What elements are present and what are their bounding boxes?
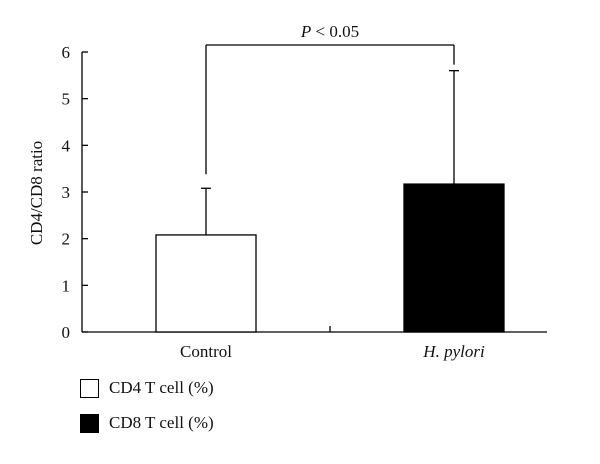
bar-chart: 0 1 2 3 4 5 6 Control H. pylori P < 0.05 CD4/CD… <box>27 22 547 361</box>
legend-item-cd4: CD4 T cell (%) <box>80 377 214 399</box>
legend-label-cd8: CD8 T cell (%) <box>109 413 214 432</box>
bar-h-pylori <box>403 183 505 333</box>
y-tick-label: 3 <box>62 183 71 202</box>
x-tick-labels: Control H. pylori <box>180 342 485 361</box>
legend-label-cd4: CD4 T cell (%) <box>109 378 214 397</box>
y-tick-label: 0 <box>62 323 71 342</box>
x-tick-label: Control <box>180 342 232 361</box>
p-value-annotation: P < 0.05 <box>300 22 359 41</box>
significance-bracket: P < 0.05 <box>205 22 455 175</box>
y-tick-label: 6 <box>62 43 71 62</box>
bar-control <box>155 234 257 333</box>
error-bars <box>201 70 459 235</box>
x-tick-label: H. pylori <box>422 342 485 361</box>
y-axis-label: CD4/CD8 ratio <box>27 141 46 245</box>
legend-swatch-cd4 <box>80 378 99 398</box>
legend-swatch-cd8 <box>80 413 99 433</box>
p-value-text: < 0.05 <box>311 22 359 41</box>
y-tick-label: 2 <box>62 230 71 249</box>
y-tick-label: 4 <box>62 136 71 155</box>
legend-item-cd8: CD8 T cell (%) <box>80 412 214 434</box>
bars <box>155 183 505 333</box>
y-ticks: 0 1 2 3 4 5 6 <box>62 43 88 342</box>
p-value-symbol: P <box>300 22 311 41</box>
y-tick-label: 1 <box>62 276 71 295</box>
y-tick-label: 5 <box>62 90 71 109</box>
legend: CD4 T cell (%) CD8 T cell (%) <box>80 377 214 447</box>
